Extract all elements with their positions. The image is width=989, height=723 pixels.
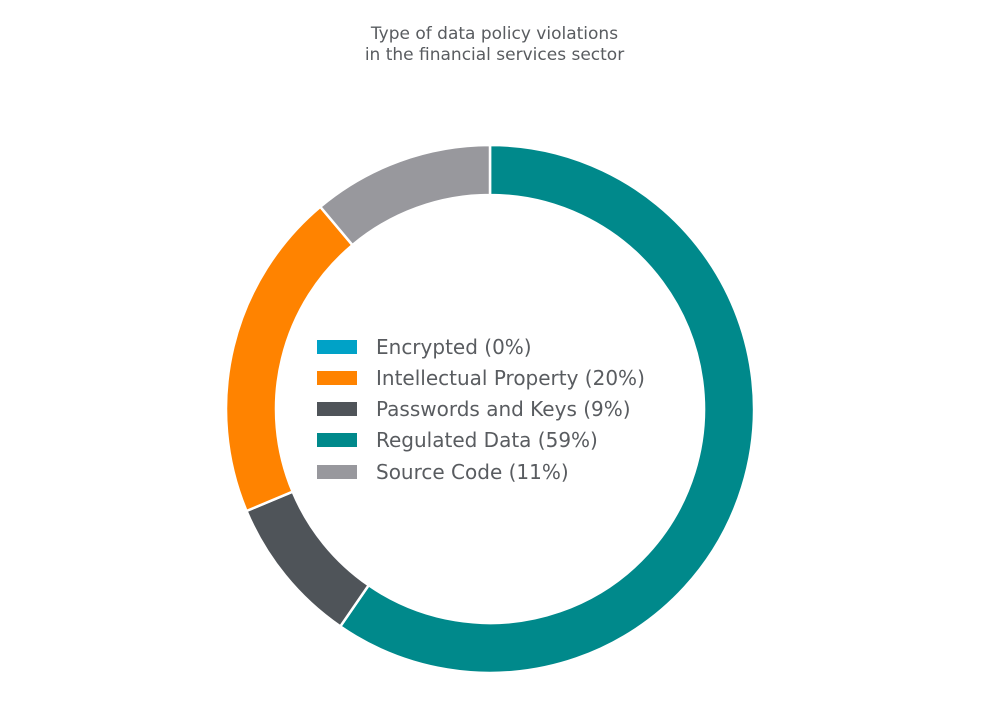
donut-slice-regulated-data xyxy=(339,143,756,675)
legend-label-encrypted: Encrypted (0%) xyxy=(376,334,532,359)
legend-item-intellectual-property: Intellectual Property (20%) xyxy=(317,362,697,393)
legend-swatch-source-code xyxy=(317,464,357,479)
legend-item-regulated-data: Regulated Data (59%) xyxy=(317,425,697,456)
donut-slice-passwords-and-keys xyxy=(245,490,370,628)
legend-label-source-code: Source Code (11%) xyxy=(376,459,569,484)
legend-item-source-code: Source Code (11%) xyxy=(317,456,697,487)
legend-swatch-encrypted xyxy=(317,339,357,354)
legend-swatch-passwords-and-keys xyxy=(317,402,357,417)
chart-title-line-2: in the financial services sector xyxy=(364,45,625,65)
legend-label-passwords-and-keys: Passwords and Keys (9%) xyxy=(376,397,631,422)
chart-title: Type of data policy violations in the fi… xyxy=(0,24,989,66)
legend-label-regulated-data: Regulated Data (59%) xyxy=(376,428,598,453)
legend-swatch-regulated-data xyxy=(317,433,357,448)
chart-legend: Encrypted (0%) Intellectual Property (20… xyxy=(317,331,697,487)
legend-item-encrypted: Encrypted (0%) xyxy=(317,331,697,362)
legend-swatch-intellectual-property xyxy=(317,370,357,385)
legend-item-passwords-and-keys: Passwords and Keys (9%) xyxy=(317,394,697,425)
chart-title-line-1: Type of data policy violations xyxy=(370,24,619,44)
legend-label-intellectual-property: Intellectual Property (20%) xyxy=(376,365,645,390)
donut-slice-source-code xyxy=(319,143,492,247)
